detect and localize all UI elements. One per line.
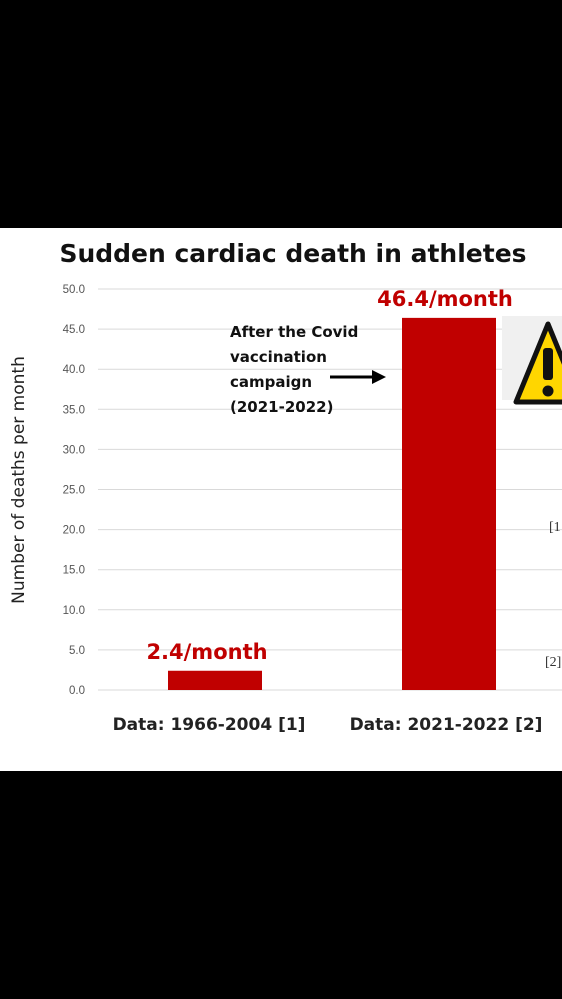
y-tick-label: 30.0 [63,444,85,456]
data-labels: 2.4/month 46.4/month [146,287,512,664]
bar [168,670,262,690]
side-ref-2: [2] [545,655,561,670]
y-tick-label: 15.0 [63,565,85,577]
annotation-line-3: campaign [230,373,312,391]
chart-panel: Sudden cardiac death in athletes 0.0 5.0 1… [0,228,562,771]
annotation: After the Covid vaccination campaign (20… [230,323,386,416]
y-tick-label: 40.0 [63,364,85,376]
chart-title: Sudden cardiac death in athletes [59,239,526,268]
bars [168,317,496,690]
bar-chart: Sudden cardiac death in athletes 0.0 5.0 1… [9,239,562,735]
y-tick-label: 10.0 [63,605,85,617]
y-tick-label: 20.0 [63,525,85,537]
annotation-line-1: After the Covid [230,323,358,341]
annotation-line-2: vaccination [230,348,327,366]
data-label: 2.4/month [146,640,267,664]
y-tick-label: 50.0 [63,284,85,296]
annotation-line-4: (2021-2022) [230,398,333,416]
y-tick-labels: 0.0 5.0 10.0 15.0 20.0 25.0 30.0 35.0 40.0 45.0 50… [63,284,85,697]
x-tick-label: Data: 1966-2004 [1] [113,715,306,735]
y-axis-label: Number of deaths per month [9,356,29,604]
y-tick-label: 5.0 [69,645,85,657]
side-panel: [1 [2] [502,316,562,670]
y-tick-label: 0.0 [69,685,85,697]
bar [402,317,496,690]
warning-icon [513,321,562,405]
y-tick-label: 45.0 [63,324,85,336]
y-tick-label: 25.0 [63,485,85,497]
side-ref-1: [1 [549,520,561,535]
y-tick-label: 35.0 [63,404,85,416]
x-tick-labels: Data: 1966-2004 [1] Data: 2021-2022 [2] [113,715,543,735]
arrow-right-icon [330,370,386,384]
data-label: 46.4/month [377,287,513,311]
x-tick-label: Data: 2021-2022 [2] [350,715,543,735]
